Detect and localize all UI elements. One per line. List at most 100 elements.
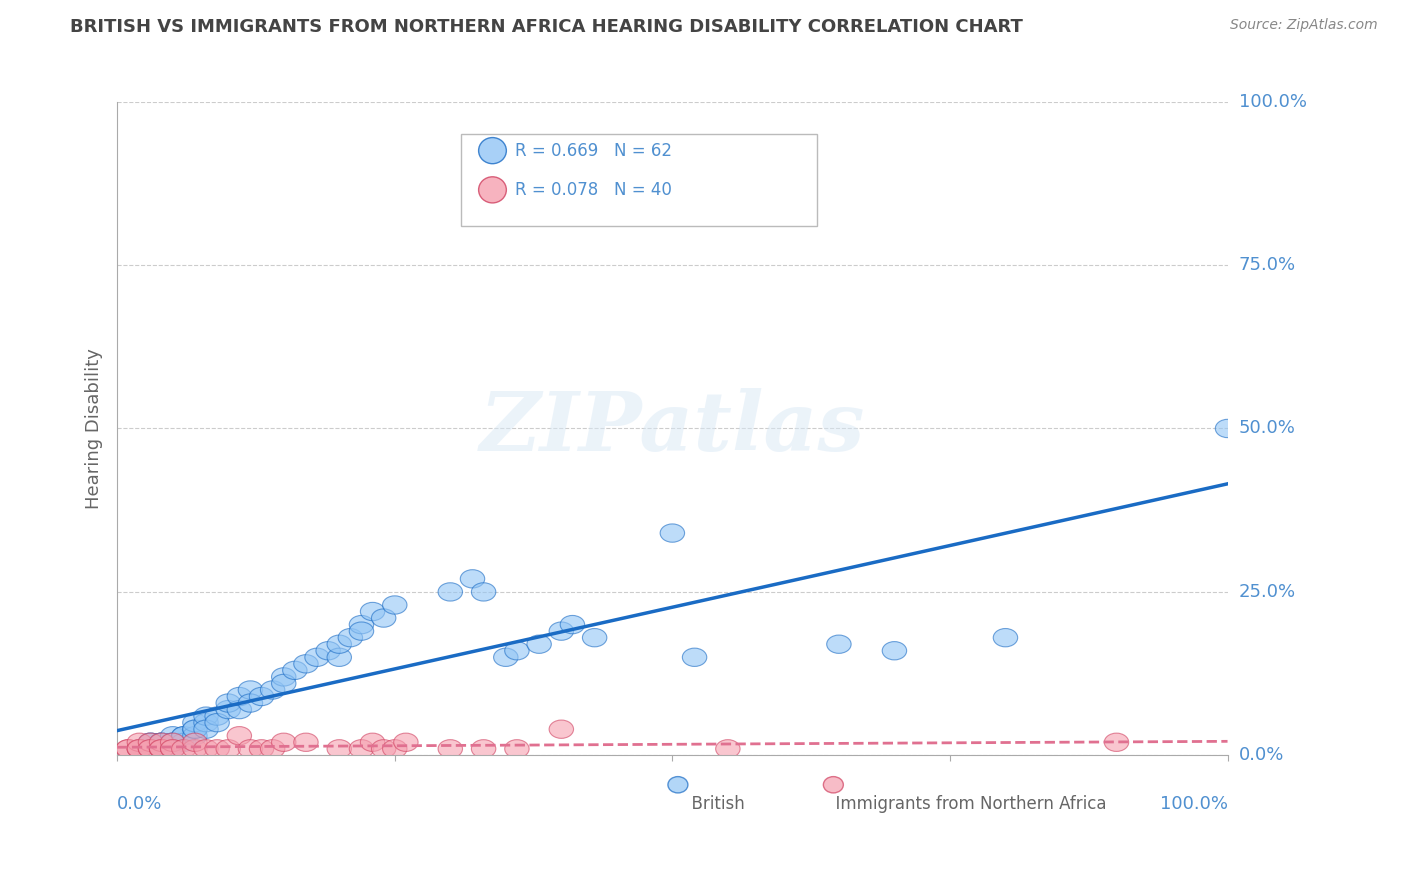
Ellipse shape — [172, 733, 195, 751]
Text: R = 0.669   N = 62: R = 0.669 N = 62 — [515, 142, 672, 160]
Ellipse shape — [527, 635, 551, 653]
Ellipse shape — [560, 615, 585, 633]
Ellipse shape — [439, 739, 463, 758]
Ellipse shape — [172, 727, 195, 745]
Ellipse shape — [217, 739, 240, 758]
Text: 100.0%: 100.0% — [1160, 795, 1227, 813]
Ellipse shape — [260, 681, 285, 699]
Ellipse shape — [228, 688, 252, 706]
Ellipse shape — [149, 739, 174, 758]
Ellipse shape — [1215, 419, 1240, 438]
Ellipse shape — [149, 733, 174, 751]
Ellipse shape — [138, 739, 163, 758]
Ellipse shape — [349, 739, 374, 758]
Ellipse shape — [349, 615, 374, 633]
Ellipse shape — [160, 739, 186, 758]
Ellipse shape — [505, 739, 529, 758]
Ellipse shape — [249, 739, 274, 758]
Ellipse shape — [117, 739, 141, 758]
Text: 100.0%: 100.0% — [1239, 93, 1306, 111]
Ellipse shape — [294, 733, 318, 751]
Ellipse shape — [160, 727, 186, 745]
Ellipse shape — [127, 739, 152, 758]
Ellipse shape — [138, 733, 163, 751]
Ellipse shape — [183, 727, 207, 745]
Ellipse shape — [271, 733, 295, 751]
Ellipse shape — [160, 733, 186, 751]
Ellipse shape — [339, 629, 363, 647]
Ellipse shape — [149, 739, 174, 758]
Ellipse shape — [217, 694, 240, 712]
Ellipse shape — [149, 739, 174, 758]
Ellipse shape — [149, 733, 174, 751]
Ellipse shape — [249, 688, 274, 706]
Ellipse shape — [138, 733, 163, 751]
Text: Source: ZipAtlas.com: Source: ZipAtlas.com — [1230, 18, 1378, 32]
Ellipse shape — [478, 177, 506, 203]
Ellipse shape — [328, 648, 352, 666]
Ellipse shape — [371, 739, 396, 758]
Ellipse shape — [550, 720, 574, 739]
Ellipse shape — [827, 635, 851, 653]
Ellipse shape — [149, 739, 174, 758]
Ellipse shape — [138, 733, 163, 751]
Ellipse shape — [439, 582, 463, 601]
Ellipse shape — [194, 707, 218, 725]
Ellipse shape — [194, 714, 218, 731]
Ellipse shape — [271, 674, 295, 692]
Ellipse shape — [824, 777, 844, 793]
Ellipse shape — [238, 739, 263, 758]
Ellipse shape — [228, 700, 252, 719]
Ellipse shape — [149, 733, 174, 751]
Ellipse shape — [360, 602, 385, 621]
Ellipse shape — [149, 739, 174, 758]
Ellipse shape — [205, 714, 229, 731]
Ellipse shape — [238, 694, 263, 712]
Ellipse shape — [172, 727, 195, 745]
Text: 75.0%: 75.0% — [1239, 256, 1296, 274]
Ellipse shape — [217, 700, 240, 719]
Ellipse shape — [183, 720, 207, 739]
Ellipse shape — [160, 733, 186, 751]
Ellipse shape — [478, 137, 506, 164]
Ellipse shape — [205, 739, 229, 758]
Ellipse shape — [138, 739, 163, 758]
Ellipse shape — [394, 733, 418, 751]
Ellipse shape — [160, 733, 186, 751]
Text: 25.0%: 25.0% — [1239, 582, 1296, 601]
Ellipse shape — [471, 739, 496, 758]
Ellipse shape — [349, 622, 374, 640]
Ellipse shape — [160, 739, 186, 758]
Ellipse shape — [160, 739, 186, 758]
Ellipse shape — [328, 635, 352, 653]
Ellipse shape — [305, 648, 329, 666]
Ellipse shape — [238, 681, 263, 699]
Ellipse shape — [127, 739, 152, 758]
FancyBboxPatch shape — [461, 135, 817, 226]
Ellipse shape — [127, 739, 152, 758]
Ellipse shape — [682, 648, 707, 666]
Ellipse shape — [127, 733, 152, 751]
Ellipse shape — [194, 739, 218, 758]
Text: BRITISH VS IMMIGRANTS FROM NORTHERN AFRICA HEARING DISABILITY CORRELATION CHART: BRITISH VS IMMIGRANTS FROM NORTHERN AFRI… — [70, 18, 1024, 36]
Ellipse shape — [183, 733, 207, 751]
Text: 0.0%: 0.0% — [1239, 747, 1284, 764]
Ellipse shape — [294, 655, 318, 673]
Ellipse shape — [668, 777, 688, 793]
Text: Immigrants from Northern Africa: Immigrants from Northern Africa — [783, 795, 1107, 813]
Ellipse shape — [183, 720, 207, 739]
Ellipse shape — [271, 668, 295, 686]
Ellipse shape — [471, 582, 496, 601]
Ellipse shape — [149, 733, 174, 751]
Ellipse shape — [117, 739, 141, 758]
Ellipse shape — [360, 733, 385, 751]
Ellipse shape — [127, 739, 152, 758]
Ellipse shape — [550, 622, 574, 640]
Text: 0.0%: 0.0% — [117, 795, 163, 813]
Ellipse shape — [183, 739, 207, 758]
Ellipse shape — [582, 629, 607, 647]
Ellipse shape — [1104, 733, 1129, 751]
Ellipse shape — [460, 570, 485, 588]
Ellipse shape — [993, 629, 1018, 647]
Ellipse shape — [283, 661, 307, 680]
